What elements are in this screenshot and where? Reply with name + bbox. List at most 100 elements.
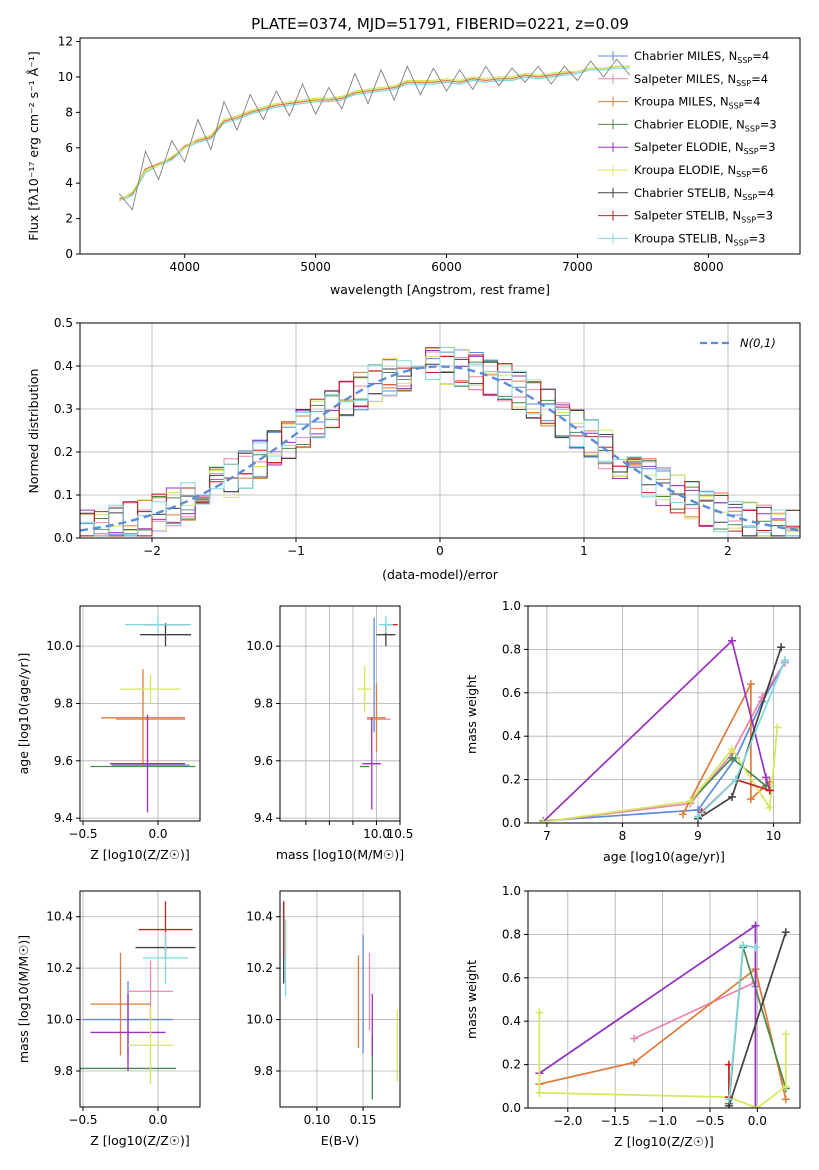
panel-ytick-label: 0.6 [502,971,521,985]
panel-marks [80,901,196,1084]
panel-xtick-label: 0.0 [148,827,167,841]
spectrum-xtick-label: 8000 [693,260,724,274]
weight-series-line [728,931,787,1107]
weight-series-line [543,661,786,822]
panel-axes-frame [279,605,401,822]
panel-ytick-label: 9.8 [254,696,273,710]
legend-label-subscript: SSP [737,56,752,65]
panel-marks [535,921,790,1108]
histogram-xtick-label: −1 [287,544,305,558]
spectrum-xtick-label: 6000 [431,260,462,274]
spectrum-xtick-label: 7000 [562,260,593,274]
panel-axes-frame [279,890,401,1108]
weight-series-line [539,967,787,1100]
panel-xtick-label: −1.0 [648,1114,677,1128]
panel-ytick-label: 10.2 [246,961,273,975]
panel-ytick-label: 1.0 [502,884,521,898]
panel-ytick-label: 10.4 [46,910,73,924]
histogram-xtick-label: 1 [580,544,588,558]
panel-xtick-label: −0.5 [695,1114,724,1128]
legend-label-subscript: SSP [736,170,751,179]
spectrum-ytick-label: 2 [65,212,73,226]
panel-ytick-label: 9.4 [254,811,273,825]
spectrum-axes-frame [79,37,801,255]
panel-xtick-label: 9 [694,829,702,843]
panel-axes-frame [79,890,201,1108]
panel-axes-frame [527,605,801,824]
panel-axes-frame [79,605,201,822]
panel-ytick-label: 9.8 [54,696,73,710]
panel-xtick-label: −0.5 [68,827,97,841]
panel-ytick-label: 10.0 [246,1013,273,1027]
legend-label-subscript: SSP [745,124,760,133]
histogram-ytick-label: 0.2 [54,445,73,459]
spectrum-xlabel: wavelength [Angstrom, rest frame] [330,282,550,297]
weight-series-line [543,661,786,823]
panel-xlabel: E(B-V) [321,1133,360,1148]
panel-xtick-label: 8 [619,829,627,843]
histogram-xtick-label: 0 [436,544,444,558]
panel-xtick-label: 0.10 [304,1113,331,1127]
panel-ytick-label: 0.4 [502,729,521,743]
histogram-legend: N(0,1) [700,336,776,350]
spectrum-title: PLATE=0374, MJD=51791, FIBERID=0221, z=0… [251,15,629,33]
panel-ylabel: mass weight [464,960,479,1039]
panel-ytick-label: 9.4 [54,811,73,825]
panel-xtick-label: 10.0 [363,827,390,841]
legend-label: Salpeter STELIB, NSSP=3 [634,209,773,225]
panel-ytick-label: 0.4 [502,1014,521,1028]
spectrum-ytick-label: 10 [58,70,73,84]
panel-ytick-label: 10.4 [246,910,273,924]
histogram-xtick-label: −2 [143,544,161,558]
histogram-ytick-label: 0.5 [54,316,73,330]
panel-ytick-label: 0.2 [502,773,521,787]
panel-ytick-label: 1.0 [502,599,521,613]
panel-xlabel: Z [log10(Z/Z☉)] [90,847,190,862]
spectrum-xtick-label: 5000 [300,260,331,274]
panel-xtick-label: 10.5 [387,827,414,841]
panel-marks [283,901,398,1100]
histogram-xtick-label: 2 [724,544,732,558]
legend-label-suffix: =4 [751,72,768,86]
spectrum-xtick-label: 4000 [169,260,200,274]
panel-ytick-label: 9.6 [54,754,73,768]
panel-xtick-label: −1.5 [601,1114,630,1128]
spectrum-ylabel: Flux [fλ10⁻¹⁷ erg cm⁻² s⁻¹ Å⁻¹] [26,51,41,240]
panel-ytick-label: 9.6 [254,754,273,768]
histogram-ytick-label: 0.3 [54,402,73,416]
panel-ytick-label: 9.8 [54,1064,73,1078]
legend-label: Chabrier ELODIE, NSSP=3 [634,117,777,133]
histogram-ytick-label: 0.0 [54,531,73,545]
spectrum-legend: Chabrier MILES, NSSP=4 Salpeter MILES, NS… [598,49,777,247]
panel-xtick-label: −2.0 [553,1114,582,1128]
histogram-ytick-label: 0.4 [54,359,73,373]
panel-ytick-label: 10.2 [46,961,73,975]
histogram-ytick-label: 0.1 [54,488,73,502]
legend-label-suffix: =4 [757,186,774,200]
panel-ytick-label: 0.2 [502,1058,521,1072]
histogram-step [80,347,800,537]
spectrum-ytick-label: 8 [65,105,73,119]
histogram-xlabel: (data-model)/error [382,567,499,582]
panel-marks [539,636,789,823]
legend-label-subscript: SSP [734,238,749,247]
legend-label: Chabrier STELIB, NSSP=4 [634,186,774,202]
weight_vs_Z-panel: −2.0 −1.5 −1.0 −0.5 0.0 0.0 0.2 0.4 0.6 0.8 1.0 Z [… [464,884,801,1149]
legend-label: Kroupa STELIB, NSSP=3 [634,231,765,247]
legend-label-suffix: =6 [751,163,768,177]
panel-xlabel: age [log10(age/yr)] [603,849,725,864]
panel-ytick-label: 0.0 [502,816,521,830]
spectrum-series-line [119,65,630,200]
panel-xtick-label: 0.0 [148,1113,167,1127]
legend-label-subscript: SSP [744,147,759,156]
spectrum-ytick-label: 12 [58,35,73,49]
legend-label-suffix: =3 [756,209,773,223]
legend-label-subscript: SSP [741,216,756,225]
panel-marks [357,616,398,810]
histogram-axes-frame [79,322,801,539]
weight-series-line [728,944,756,1100]
panel-ytick-label: 10.0 [246,639,273,653]
legend-label: Salpeter ELODIE, NSSP=3 [634,140,776,156]
panel-ytick-label: 10.0 [46,1013,73,1027]
mass_vs_Z-panel: −0.5 0.0 9.8 10.0 10.2 10.4 Z [log10(Z/Z☉)] mas… [16,890,201,1148]
